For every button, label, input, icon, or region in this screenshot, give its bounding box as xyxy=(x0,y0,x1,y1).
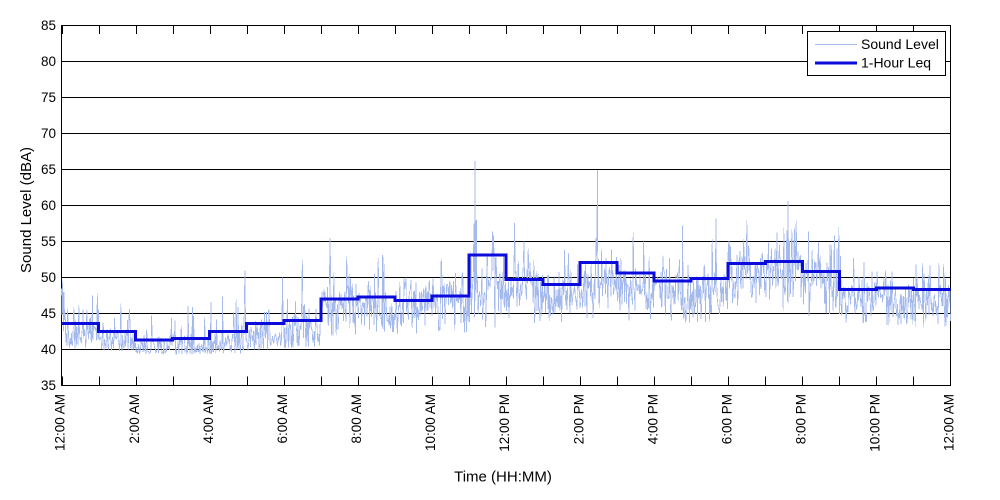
svg-text:8:00 PM: 8:00 PM xyxy=(794,394,809,444)
svg-text:70: 70 xyxy=(41,126,56,141)
svg-text:6:00 PM: 6:00 PM xyxy=(720,394,735,444)
svg-text:Time (HH:MM): Time (HH:MM) xyxy=(454,469,552,486)
svg-text:4:00 PM: 4:00 PM xyxy=(645,394,660,444)
svg-text:2:00 PM: 2:00 PM xyxy=(571,394,586,444)
svg-text:10:00 PM: 10:00 PM xyxy=(868,394,883,452)
svg-text:50: 50 xyxy=(41,270,56,285)
svg-text:12:00 AM: 12:00 AM xyxy=(942,394,957,451)
svg-text:8:00 AM: 8:00 AM xyxy=(349,394,364,444)
svg-text:12:00 AM: 12:00 AM xyxy=(53,394,68,451)
svg-text:40: 40 xyxy=(41,342,56,357)
svg-text:10:00 AM: 10:00 AM xyxy=(423,394,438,451)
svg-text:2:00 AM: 2:00 AM xyxy=(127,394,142,444)
svg-text:85: 85 xyxy=(41,18,56,33)
svg-text:Sound Level: Sound Level xyxy=(861,36,939,52)
svg-text:65: 65 xyxy=(41,162,56,177)
svg-text:12:00 PM: 12:00 PM xyxy=(497,394,512,452)
svg-text:75: 75 xyxy=(41,90,56,105)
svg-text:1-Hour Leq: 1-Hour Leq xyxy=(861,55,931,71)
svg-text:55: 55 xyxy=(41,234,56,249)
svg-text:Sound Level (dBA): Sound Level (dBA) xyxy=(18,147,35,273)
svg-text:35: 35 xyxy=(41,378,56,393)
svg-text:80: 80 xyxy=(41,54,56,69)
svg-text:6:00 AM: 6:00 AM xyxy=(275,394,290,444)
svg-text:60: 60 xyxy=(41,198,56,213)
svg-text:45: 45 xyxy=(41,306,56,321)
svg-text:4:00 AM: 4:00 AM xyxy=(201,394,216,444)
